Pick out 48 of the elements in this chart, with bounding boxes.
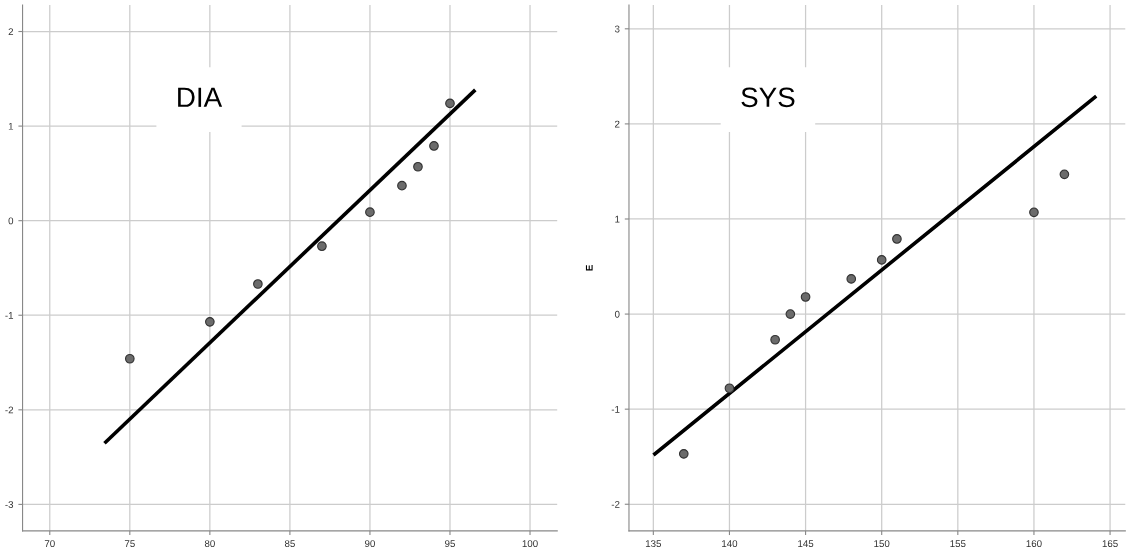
point xyxy=(892,234,902,244)
x-tick-label: 140 xyxy=(722,540,738,548)
x-tick-label: 160 xyxy=(1026,540,1042,548)
point xyxy=(429,141,439,151)
y-tick-label: 1 xyxy=(615,215,620,223)
x-tick-label: 75 xyxy=(124,540,135,548)
y-tick-label: 0 xyxy=(8,217,14,225)
x-tick-label: 155 xyxy=(950,540,966,548)
point xyxy=(253,279,263,289)
y-tick-label: 2 xyxy=(615,120,620,128)
y-tick-label: -1 xyxy=(5,312,14,319)
point xyxy=(800,292,811,302)
y-tick-label: 1 xyxy=(8,122,14,130)
x-tick-label: 80 xyxy=(204,540,215,548)
point xyxy=(876,255,887,265)
point xyxy=(397,180,407,191)
point xyxy=(1059,169,1070,180)
x-tick-label: 165 xyxy=(1102,540,1118,548)
point xyxy=(724,383,735,394)
y-tick-label: -2 xyxy=(5,406,14,414)
text: SYS xyxy=(741,87,795,108)
x-tick-label: 90 xyxy=(364,540,375,548)
point xyxy=(365,207,375,217)
text: DIA xyxy=(178,87,223,107)
point xyxy=(445,98,455,109)
x-tick-label: 145 xyxy=(798,540,814,548)
point xyxy=(124,353,135,364)
x-tick-label: 100 xyxy=(522,540,538,548)
x-tick-label: 70 xyxy=(44,540,55,548)
point xyxy=(678,449,689,459)
y-tick-label: 0 xyxy=(614,310,620,318)
point xyxy=(1029,207,1039,218)
y-tick-label: -1 xyxy=(611,406,620,413)
y-tick-label: -2 xyxy=(611,500,620,508)
point xyxy=(846,274,857,284)
y-tick-label: 3 xyxy=(614,25,620,33)
y-tick-label: -3 xyxy=(5,501,14,509)
point xyxy=(785,309,796,319)
point xyxy=(205,317,215,327)
x-tick-label: 85 xyxy=(284,540,295,548)
y-tick-label: 2 xyxy=(8,28,14,36)
y-axis-title: E xyxy=(585,265,593,271)
point xyxy=(413,161,423,172)
point xyxy=(770,334,780,345)
x-tick-label: 135 xyxy=(645,540,662,548)
x-tick-label: 150 xyxy=(874,540,890,548)
x-tick-label: 95 xyxy=(445,540,455,548)
point xyxy=(317,241,327,252)
